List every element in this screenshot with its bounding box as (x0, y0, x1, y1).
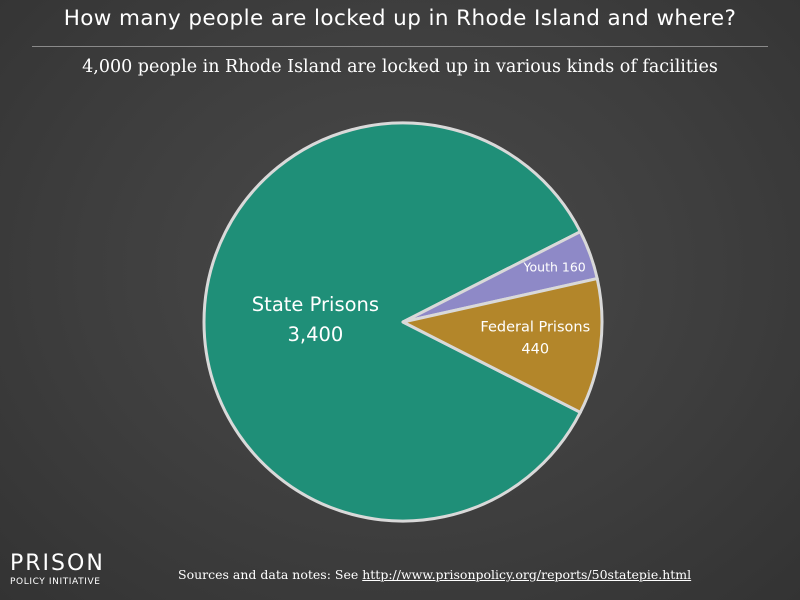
pie-slice-state-prisons (202, 121, 582, 523)
sources-prefix: Sources and data notes: See (178, 567, 363, 582)
slice-label-youth: Youth 160 (523, 259, 586, 274)
prison-policy-initiative-logo: PRISON POLICY INITIATIVE (10, 553, 120, 589)
chart-title: How many people are locked up in Rhode I… (63, 6, 737, 31)
slice-label-state-prisons: State Prisons (252, 293, 379, 316)
slice-value-federal-prisons: 440 (521, 342, 549, 358)
logo-sub-text: POLICY INITIATIVE (10, 577, 101, 587)
pie-slice-federal-prisons (401, 277, 604, 414)
pie-labels: State Prisons 3,400 Youth 160 Federal Priso… (252, 259, 590, 357)
chart-subtitle: 4,000 people in Rhode Island are locked … (82, 57, 718, 77)
sources-note: Sources and data notes: See http://www.p… (178, 567, 691, 582)
slice-value-state-prisons: 3,400 (288, 323, 344, 346)
sources-link[interactable]: http://www.prisonpolicy.org/reports/50st… (362, 567, 692, 582)
logo-main-text: PRISON (10, 551, 105, 576)
title-divider (32, 46, 768, 47)
slice-label-federal-prisons: Federal Prisons (480, 320, 590, 336)
pie-slices (202, 121, 604, 523)
